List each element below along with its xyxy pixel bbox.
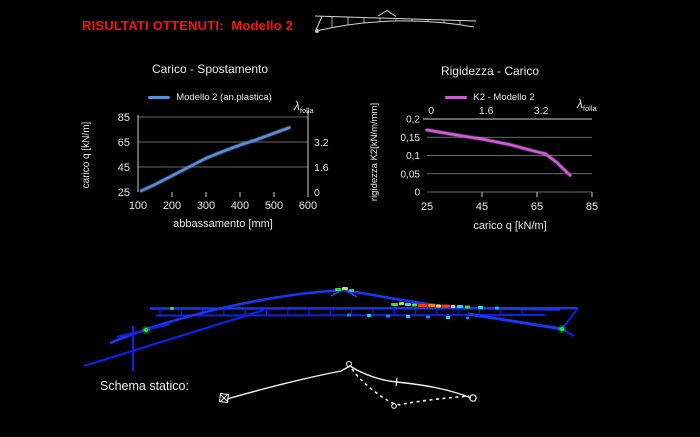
top-chord — [314, 15, 477, 22]
right-support-marker — [469, 394, 477, 402]
stress-hotspot — [342, 287, 348, 290]
stress-hotspot — [386, 314, 390, 318]
stress-hotspot — [367, 314, 371, 317]
hinge-tick — [395, 377, 398, 387]
right-stub — [561, 328, 575, 337]
y-axis-title: rigidezza K2[kN/m/mm] — [369, 103, 380, 201]
y-axis-title: carico q [kN/m] — [81, 121, 92, 188]
stress-hotspot — [436, 304, 441, 308]
x-tick-label: 500 — [265, 200, 283, 212]
lambda-symbol: λ — [577, 97, 583, 111]
x-tick-label: 25 — [421, 201, 433, 213]
stress-hotspot — [335, 288, 341, 291]
stress-hotspot — [465, 305, 470, 309]
support-node — [143, 327, 149, 333]
stress-hotspot — [457, 305, 463, 308]
lambda-tick-label: 0 — [428, 105, 434, 117]
x-axis-title: abbassamento [mm] — [173, 218, 273, 230]
arch-chord — [315, 20, 475, 32]
y-tick-label: 85 — [118, 112, 130, 124]
support-node — [559, 326, 565, 332]
stress-hotspot — [170, 307, 174, 310]
left-support-hatch — [219, 393, 229, 403]
fem-bridge-model — [83, 287, 579, 371]
lambda-tick-label: 0 — [314, 187, 320, 199]
stress-hotspot — [442, 304, 450, 308]
x-tick-label: 300 — [197, 200, 215, 212]
chart1-legend: Modello 2 (an.plastica) — [70, 92, 350, 103]
deformed-shape-dashed — [351, 368, 470, 406]
pylon-peak — [377, 9, 397, 17]
support-node — [315, 29, 319, 33]
series-modello2 — [140, 126, 291, 193]
x-tick-label: 65 — [531, 201, 543, 213]
stress-hotspot — [451, 305, 455, 308]
right-closure — [561, 307, 579, 330]
y-tick-label: 25 — [118, 187, 130, 199]
right-diagonal — [467, 312, 563, 331]
deformed-shape-solid — [226, 365, 472, 400]
series-glow — [424, 127, 573, 178]
stress-hotspot — [446, 316, 450, 319]
y-tick-label: 0 — [414, 188, 420, 199]
stress-hotspot — [391, 303, 398, 306]
left-diagonal — [83, 308, 265, 368]
stress-hotspot — [426, 315, 430, 319]
bridge-elevation-sketch — [314, 9, 477, 33]
end-post — [315, 16, 323, 31]
stress-hotspot — [349, 289, 354, 292]
stress-hotspot — [466, 316, 469, 320]
y-tick-label: 0,05 — [401, 169, 421, 180]
x-tick-label: 600 — [299, 200, 317, 212]
chart1-title: Carico - Spostamento — [151, 62, 269, 76]
cable-left — [109, 288, 345, 345]
chart1-legend-swatch — [148, 96, 171, 99]
left-bracket — [116, 322, 171, 339]
y-tick-label: 0,15 — [401, 133, 421, 144]
lambda-subscript: folla — [299, 106, 314, 115]
x-axis-title: carico q [kN/m] — [473, 220, 546, 232]
series-k2 — [425, 128, 572, 177]
y-tick-label: 0,1 — [406, 151, 420, 162]
x-tick-label: 100 — [129, 200, 147, 212]
left-support-marker — [218, 392, 230, 404]
peak-node-marker — [345, 360, 353, 368]
rigidezza-carico-chart: 25 45 65 85 0 0,05 0,1 0,15 0,2 0 1.6 3.2 carico q [… — [369, 103, 598, 232]
x-tick-label: 200 — [163, 200, 181, 212]
stress-hotspot — [347, 313, 351, 317]
stress-hotspot — [428, 304, 435, 307]
x-tick-label: 400 — [231, 200, 249, 212]
lambda-tick-label: 1.6 — [479, 105, 494, 117]
y-tick-label: 0,2 — [406, 115, 420, 126]
chart1-legend-label: Modello 2 (an.plastica) — [176, 92, 272, 103]
stress-hotspot — [405, 303, 411, 306]
stress-hotspot — [399, 302, 404, 305]
y-tick-label: 45 — [118, 162, 130, 174]
lambda-symbol: λ — [294, 99, 300, 113]
stress-hotspot — [418, 304, 427, 307]
chart2-title: Rigidezza - Carico — [440, 64, 540, 78]
stress-hotspot — [406, 315, 410, 318]
chart1-lambda-axis-label: λfolla — [294, 99, 314, 115]
x-tick-label: 45 — [476, 201, 488, 213]
lower-node-marker — [391, 403, 397, 409]
slide-title: RISULTATI OTTENUTI: Modello 2 — [82, 18, 294, 33]
schema-statico-label: Schema statico: — [100, 379, 189, 393]
chart2-legend: K2 - Modello 2 — [355, 92, 625, 103]
chart2-lambda-axis-label: λfolla — [577, 97, 597, 113]
chart2-legend-swatch — [445, 96, 468, 99]
stress-hotspot — [495, 306, 499, 310]
lambda-subscript: folla — [582, 104, 597, 113]
chart2-legend-label: K2 - Modello 2 — [473, 92, 535, 103]
y-tick-label: 65 — [118, 137, 130, 149]
lambda-tick-label: 1.6 — [314, 162, 329, 174]
lambda-tick-label: 3.2 — [314, 137, 329, 149]
carico-spostamento-chart: 100 200 300 400 500 600 25 45 65 85 3.2 1.6 0 abbassa… — [81, 111, 329, 230]
stress-hotspot — [412, 303, 417, 307]
stress-hotspot — [478, 306, 483, 309]
x-tick-label: 85 — [586, 201, 598, 213]
lambda-tick-label: 3.2 — [534, 105, 549, 117]
schema-statico-diagram — [218, 360, 477, 409]
